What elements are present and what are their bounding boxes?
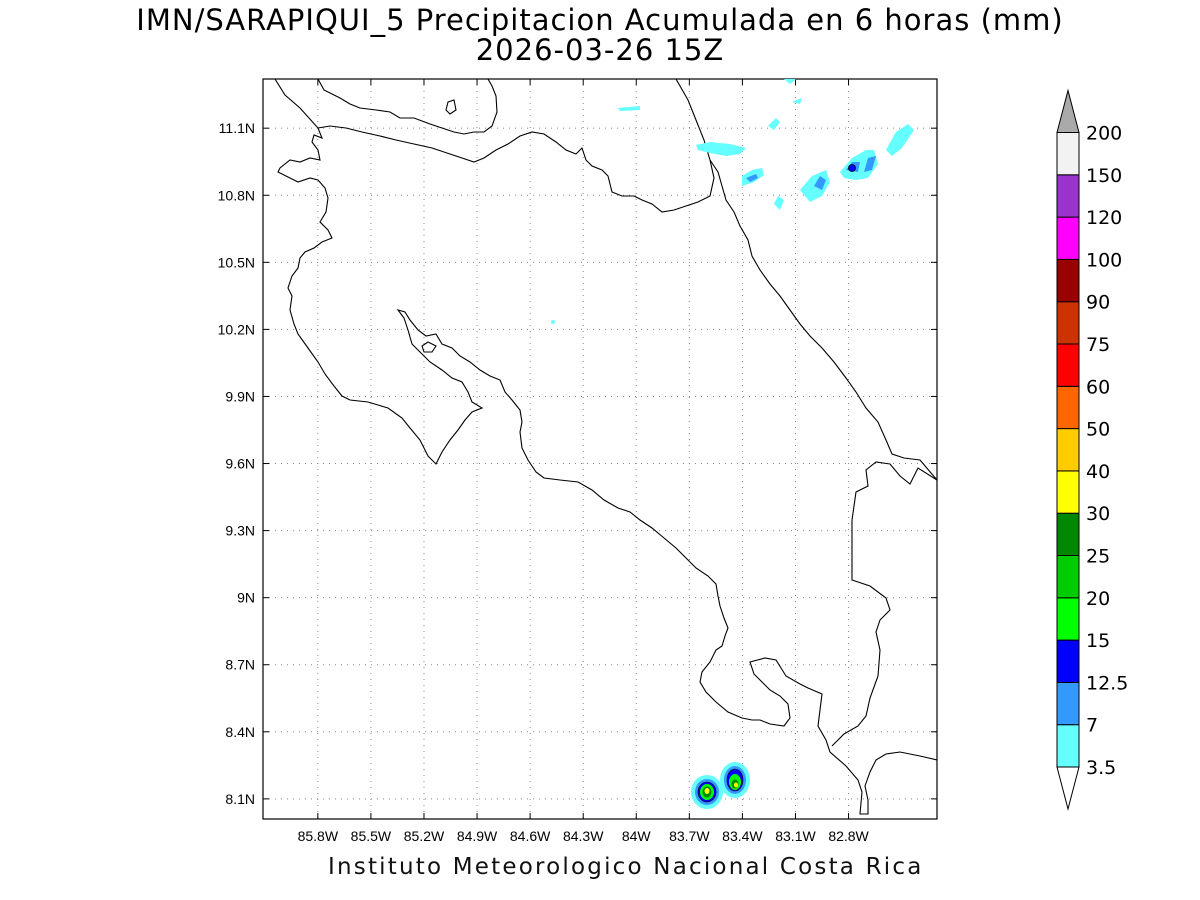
colorbar-label: 60 bbox=[1086, 376, 1110, 398]
x-tick-label: 85.8W bbox=[298, 828, 339, 844]
caribbean-coastline bbox=[709, 159, 937, 481]
x-tick-label: 83.1W bbox=[775, 828, 816, 844]
colorbar-label: 40 bbox=[1086, 461, 1110, 483]
colorbar-swatch bbox=[1056, 216, 1080, 260]
colorbar-swatch bbox=[1056, 174, 1080, 218]
colorbar-label: 50 bbox=[1086, 419, 1110, 441]
colorbar-label: 75 bbox=[1086, 334, 1110, 356]
colorbar: 3.5 7 12.5 15 20 25 30 40 50 60 75 90 100 120 150 200 bbox=[1056, 88, 1128, 811]
north-border bbox=[317, 79, 498, 135]
y-tick-label: 9.9N bbox=[225, 388, 255, 404]
colorbar-label: 7 bbox=[1086, 715, 1098, 737]
precipitation-field bbox=[551, 79, 914, 809]
x-tick-label: 84W bbox=[622, 828, 652, 844]
island-outline bbox=[421, 341, 437, 353]
y-tick-label: 10.8N bbox=[218, 187, 255, 203]
y-tick-label: 10.2N bbox=[218, 321, 255, 337]
credit-text: Instituto Meteorologico Nacional Costa R… bbox=[328, 854, 924, 880]
colorbar-swatch bbox=[1056, 385, 1080, 430]
colorbar-swatch bbox=[1056, 428, 1080, 472]
grid-lines bbox=[263, 79, 937, 819]
colorbar-swatch bbox=[1056, 258, 1080, 303]
colorbar-min-triangle bbox=[1056, 766, 1080, 811]
longitude-axis: 85.8W 85.5W 85.2W 84.9W 84.6W 84.3W 84W 83.7W 83… bbox=[298, 79, 870, 844]
colorbar-swatch bbox=[1056, 724, 1080, 768]
map-title: IMN/SARAPIQUI_5 Precipitacion Acumulada … bbox=[136, 3, 1064, 37]
y-tick-label: 10.5N bbox=[218, 254, 255, 270]
y-tick-label: 8.7N bbox=[225, 657, 255, 673]
map-frame bbox=[262, 78, 938, 820]
colorbar-label: 150 bbox=[1086, 165, 1122, 187]
colorbar-label: 30 bbox=[1086, 503, 1110, 525]
lake-border bbox=[317, 79, 715, 213]
y-tick-label: 11.1N bbox=[219, 120, 255, 136]
x-tick-label: 84.9W bbox=[457, 828, 498, 844]
colorbar-swatch bbox=[1056, 639, 1080, 683]
colorbar-label: 120 bbox=[1086, 207, 1122, 229]
x-tick-label: 83.7W bbox=[669, 828, 710, 844]
x-tick-label: 85.5W bbox=[351, 828, 392, 844]
colorbar-label: 20 bbox=[1086, 588, 1110, 610]
y-tick-label: 9.6N bbox=[225, 456, 255, 472]
colorbar-label: 90 bbox=[1086, 292, 1110, 314]
colorbar-label: 3.5 bbox=[1086, 757, 1116, 779]
panama-border bbox=[831, 461, 937, 747]
colorbar-label: 15 bbox=[1086, 630, 1110, 652]
colorbar-swatch bbox=[1056, 555, 1080, 599]
colorbar-swatch bbox=[1056, 301, 1080, 345]
latitude-axis: 8.1N 8.4N 8.7N 9N 9.3N 9.6N 9.9N 10.2N 10.5N 10.8… bbox=[218, 120, 937, 807]
y-tick-label: 9.3N bbox=[225, 523, 255, 539]
pacific-coastline bbox=[274, 79, 937, 815]
colorbar-swatch bbox=[1056, 597, 1080, 641]
colorbar-label: 12.5 bbox=[1086, 672, 1128, 694]
colorbar-label: 100 bbox=[1086, 249, 1122, 271]
x-tick-label: 84.3W bbox=[563, 828, 604, 844]
y-tick-label: 8.4N bbox=[225, 724, 255, 740]
x-tick-label: 84.6W bbox=[510, 828, 551, 844]
colorbar-max-triangle bbox=[1056, 88, 1080, 133]
y-tick-label: 9N bbox=[237, 590, 255, 606]
colorbar-swatch bbox=[1056, 343, 1080, 387]
colorbar-swatch bbox=[1056, 681, 1080, 726]
colorbar-swatch bbox=[1056, 512, 1080, 557]
x-tick-label: 83.4W bbox=[722, 828, 763, 844]
colorbar-label: 25 bbox=[1086, 546, 1110, 568]
x-tick-label: 82.8W bbox=[828, 828, 869, 844]
colorbar-swatch bbox=[1056, 132, 1080, 176]
y-tick-label: 8.1N bbox=[225, 791, 255, 807]
x-tick-label: 85.2W bbox=[404, 828, 445, 844]
colorbar-label: 200 bbox=[1086, 123, 1122, 145]
map-subtitle: 2026-03-26 15Z bbox=[475, 33, 725, 67]
colorbar-swatch bbox=[1056, 470, 1080, 514]
coastline bbox=[274, 79, 937, 815]
lake-island-outline bbox=[445, 99, 457, 115]
